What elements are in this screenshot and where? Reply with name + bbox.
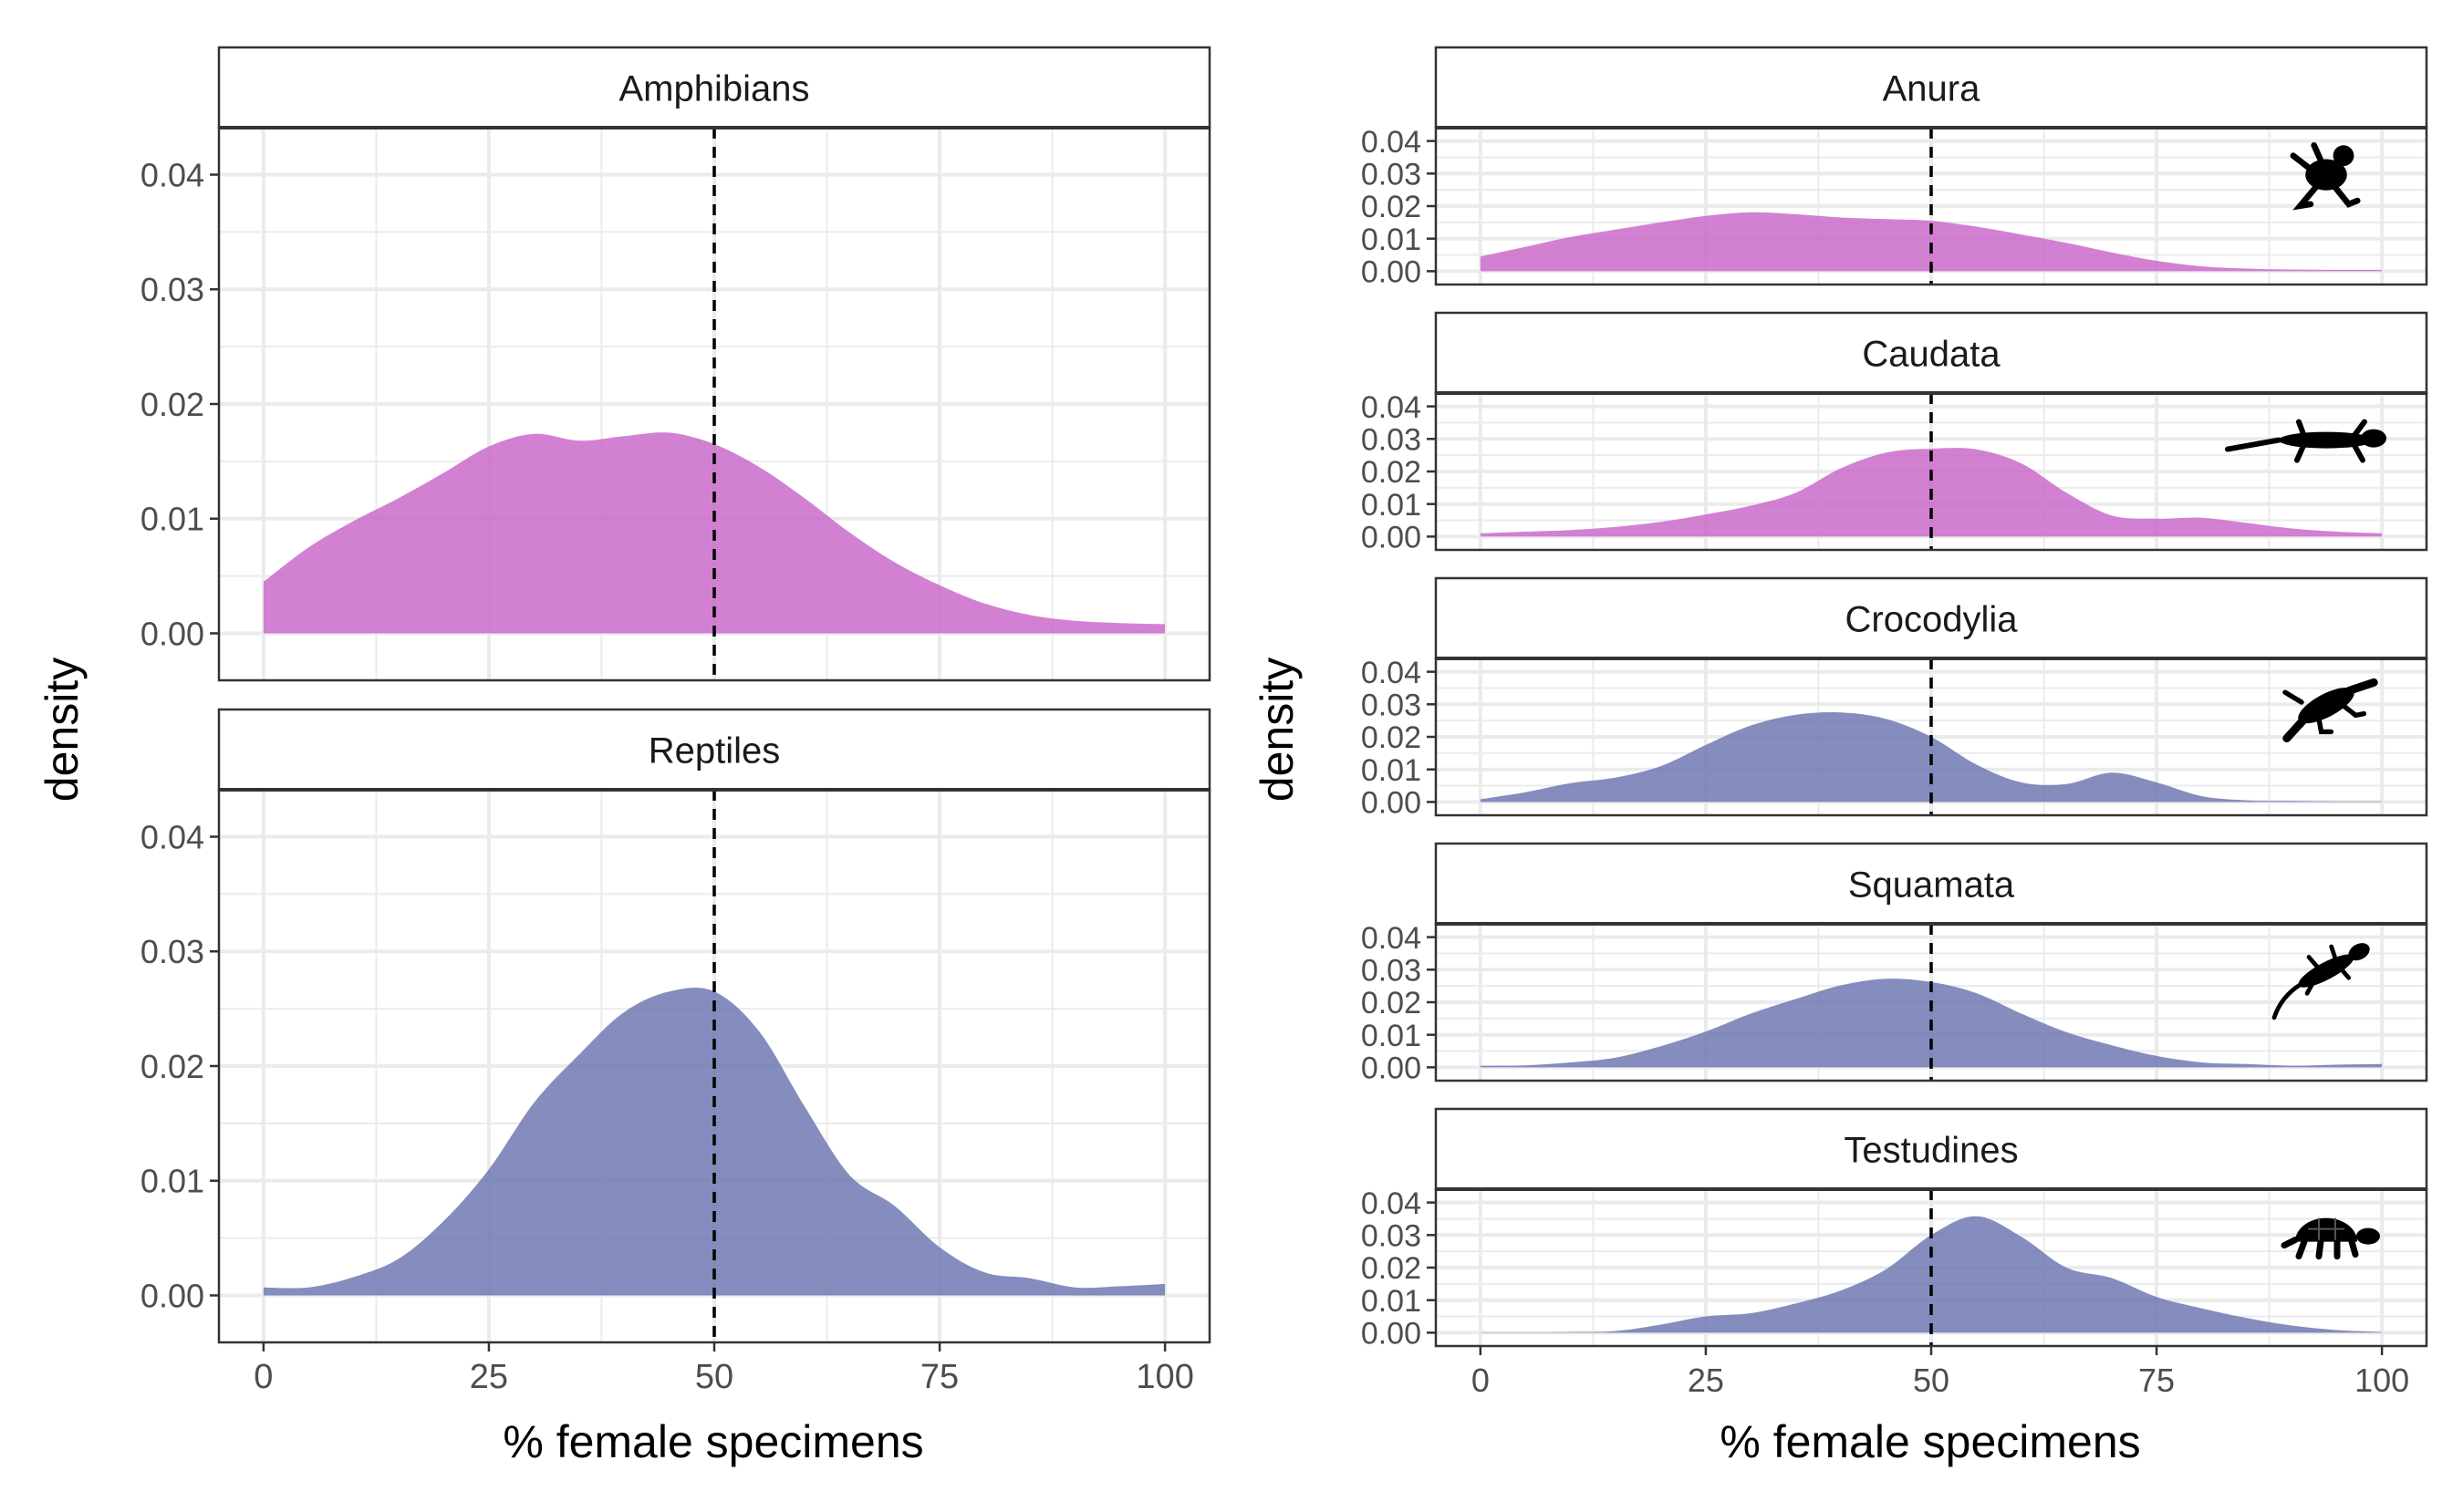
y-tick-label: 0.02: [1361, 190, 1421, 224]
y-tick-label: 0.00: [1361, 786, 1421, 821]
facet-crocodylia: Crocodylia 0.000.010.020.030.04: [1361, 576, 2428, 821]
y-tick-label: 0.01: [1361, 1284, 1421, 1319]
y-tick-label: 0.01: [1361, 1019, 1421, 1053]
right-ylabel: density: [1252, 658, 1303, 802]
x-tick-label: 0: [254, 1358, 273, 1396]
facet-label: Crocodylia: [1845, 599, 2019, 639]
y-tick-label: 0.03: [1361, 158, 1421, 192]
y-tick-label: 0.00: [1361, 255, 1421, 290]
facet-strip: [1434, 1107, 2428, 1191]
facet-label: Testudines: [1844, 1130, 2018, 1170]
x-tick-label: 100: [1136, 1358, 1193, 1396]
x-tick-label: 50: [695, 1358, 733, 1396]
y-tick-label: 0.02: [1361, 986, 1421, 1020]
facet-label: Squamata: [1848, 865, 2015, 905]
y-tick-label: 0.03: [140, 271, 204, 308]
x-tick-label: 75: [920, 1358, 959, 1396]
facet-strip: [1434, 576, 2428, 660]
y-tick-label: 0.04: [140, 156, 204, 193]
y-tick-label: 0.01: [140, 501, 204, 538]
x-tick-label: 100: [2354, 1362, 2409, 1399]
facet-label: Caudata: [1862, 334, 2001, 374]
x-tick-label: 25: [470, 1358, 508, 1396]
y-tick-label: 0.01: [1361, 223, 1421, 257]
y-tick-label: 0.00: [1361, 1317, 1421, 1351]
y-tick-label: 0.04: [140, 818, 204, 855]
facet-strip: [217, 46, 1211, 129]
y-tick-label: 0.04: [1361, 656, 1421, 690]
facet-squamata: Squamata 0.000.010.020.030.04: [1361, 842, 2428, 1086]
facet-strip: [1434, 311, 2428, 395]
facet-reptiles: Reptiles 0.00 0.01 0.02 0.03 0.04 0 25 50 75 100: [140, 708, 1211, 1396]
facet-caudata: Caudata 0.000.010.020.030.04: [1361, 311, 2428, 555]
y-tick-label: 0.02: [140, 1048, 204, 1085]
facet-anura: Anura 0.000.010.020.030.04: [1361, 46, 2428, 290]
facet-strip: [217, 708, 1211, 792]
y-tick-label: 0.01: [140, 1163, 204, 1200]
density-area-anura: [1480, 212, 2383, 272]
y-tick-label: 0.04: [1361, 390, 1421, 425]
right-xlabel: % female specimens: [1720, 1416, 2140, 1467]
y-tick-label: 0.04: [1361, 125, 1421, 160]
x-tick-label: 0: [1471, 1362, 1490, 1399]
y-tick-label: 0.02: [1361, 455, 1421, 490]
y-tick-label: 0.02: [1361, 720, 1421, 755]
facet-testudines: Testudines 0.000.010.020.030.04 0 25 50 75 100: [1361, 1107, 2428, 1399]
y-tick-label: 0.04: [1361, 921, 1421, 956]
left-xlabel: % female specimens: [503, 1416, 923, 1467]
left-plot-panels: Amphibians 0.00 0.01 0.02 0.03 0.04 Reptiles 0.…: [140, 46, 1211, 1396]
left-ylabel: density: [36, 658, 88, 802]
x-tick-label: 50: [1913, 1362, 1949, 1399]
y-tick-label: 0.00: [140, 615, 204, 652]
y-tick-label: 0.01: [1361, 488, 1421, 523]
y-tick-label: 0.03: [1361, 689, 1421, 723]
facet-strip: [1434, 842, 2428, 926]
y-tick-label: 0.02: [140, 386, 204, 423]
y-tick-label: 0.01: [1361, 753, 1421, 788]
y-tick-label: 0.02: [1361, 1251, 1421, 1286]
y-tick-label: 0.03: [1361, 1219, 1421, 1254]
y-tick-label: 0.00: [1361, 521, 1421, 555]
facet-amphibians: Amphibians 0.00 0.01 0.02 0.03 0.04: [140, 46, 1211, 682]
y-tick-label: 0.00: [1361, 1051, 1421, 1086]
facet-label: Amphibians: [618, 68, 809, 109]
y-tick-label: 0.03: [1361, 423, 1421, 458]
right-plot-panels: Anura0.000.010.020.030.04Caudata0.000.01…: [1361, 46, 2428, 1399]
y-tick-label: 0.00: [140, 1277, 204, 1314]
y-tick-label: 0.03: [140, 933, 204, 970]
facet-label: Anura: [1883, 68, 1980, 109]
x-tick-label: 25: [1688, 1362, 1724, 1399]
y-tick-label: 0.03: [1361, 954, 1421, 989]
facet-label: Reptiles: [649, 730, 781, 771]
x-tick-label: 75: [2138, 1362, 2175, 1399]
y-tick-label: 0.04: [1361, 1186, 1421, 1221]
